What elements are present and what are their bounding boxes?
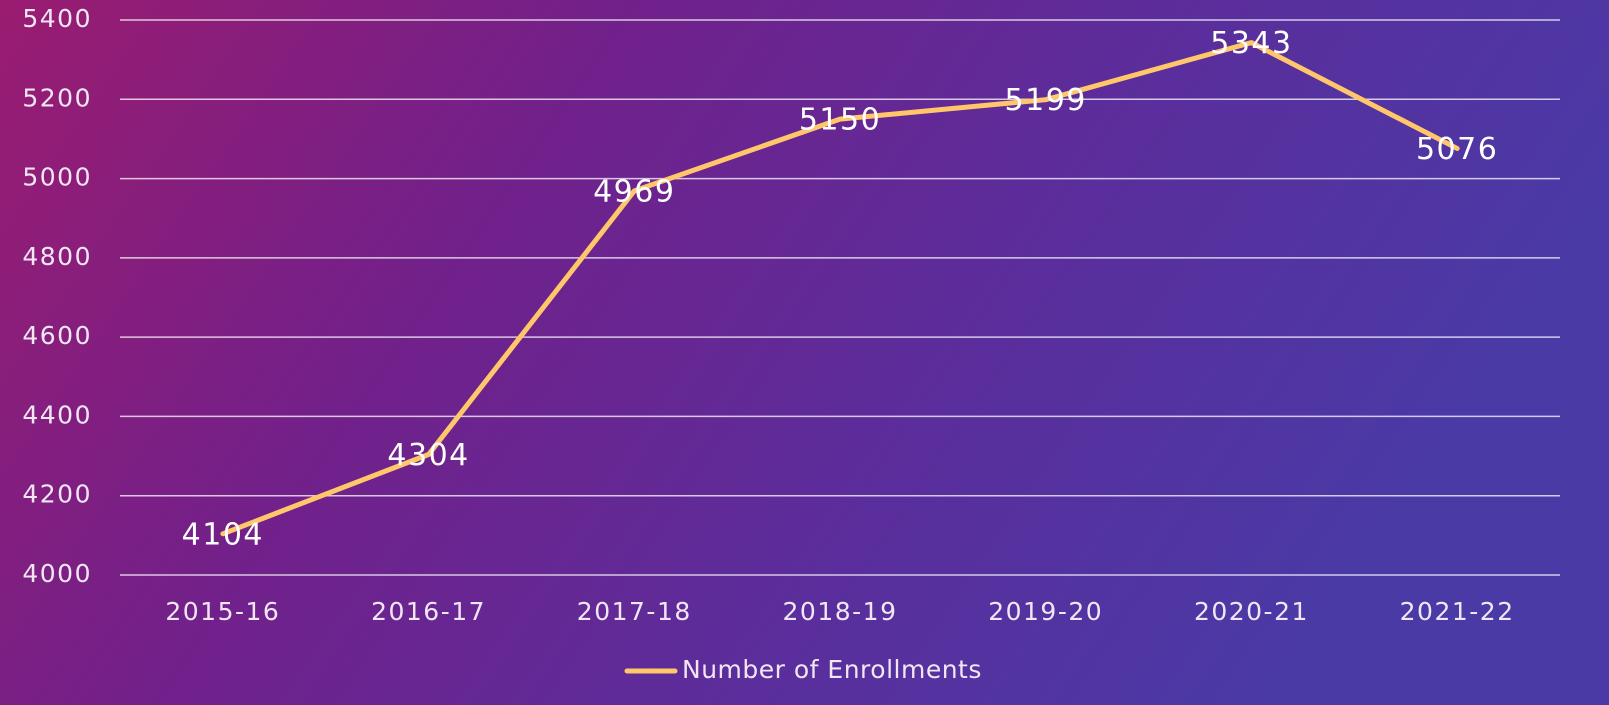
x-tick-label: 2015-16 xyxy=(165,597,280,626)
y-tick-label: 5200 xyxy=(22,83,92,112)
x-tick-label: 2020-21 xyxy=(1194,597,1309,626)
y-tick-label: 4600 xyxy=(22,321,92,350)
data-label: 5150 xyxy=(799,103,881,138)
legend-label: Number of Enrollments xyxy=(682,655,982,684)
data-label: 4104 xyxy=(182,517,264,552)
x-tick-label: 2018-19 xyxy=(783,597,898,626)
y-tick-label: 4200 xyxy=(22,480,92,509)
y-tick-label: 5400 xyxy=(22,4,92,33)
x-tick-label: 2016-17 xyxy=(371,597,486,626)
y-tick-label: 4000 xyxy=(22,559,92,588)
page: 4000 4200 4400 4600 4800 5000 5200 5400 2015-16 2… xyxy=(0,0,1609,705)
chart: 4000 4200 4400 4600 4800 5000 5200 5400 2015-16 2… xyxy=(0,0,1609,705)
y-tick-label: 4800 xyxy=(22,242,92,271)
y-tick-label: 5000 xyxy=(22,163,92,192)
data-label: 5199 xyxy=(1005,83,1087,118)
y-tick-label: 4400 xyxy=(22,400,92,429)
data-label: 4969 xyxy=(593,174,675,209)
x-tick-label: 2017-18 xyxy=(577,597,692,626)
x-tick-label: 2021-22 xyxy=(1400,597,1515,626)
data-label: 4304 xyxy=(387,438,469,473)
data-label: 5076 xyxy=(1416,132,1498,167)
x-tick-label: 2019-20 xyxy=(988,597,1103,626)
data-label: 5343 xyxy=(1210,26,1292,61)
